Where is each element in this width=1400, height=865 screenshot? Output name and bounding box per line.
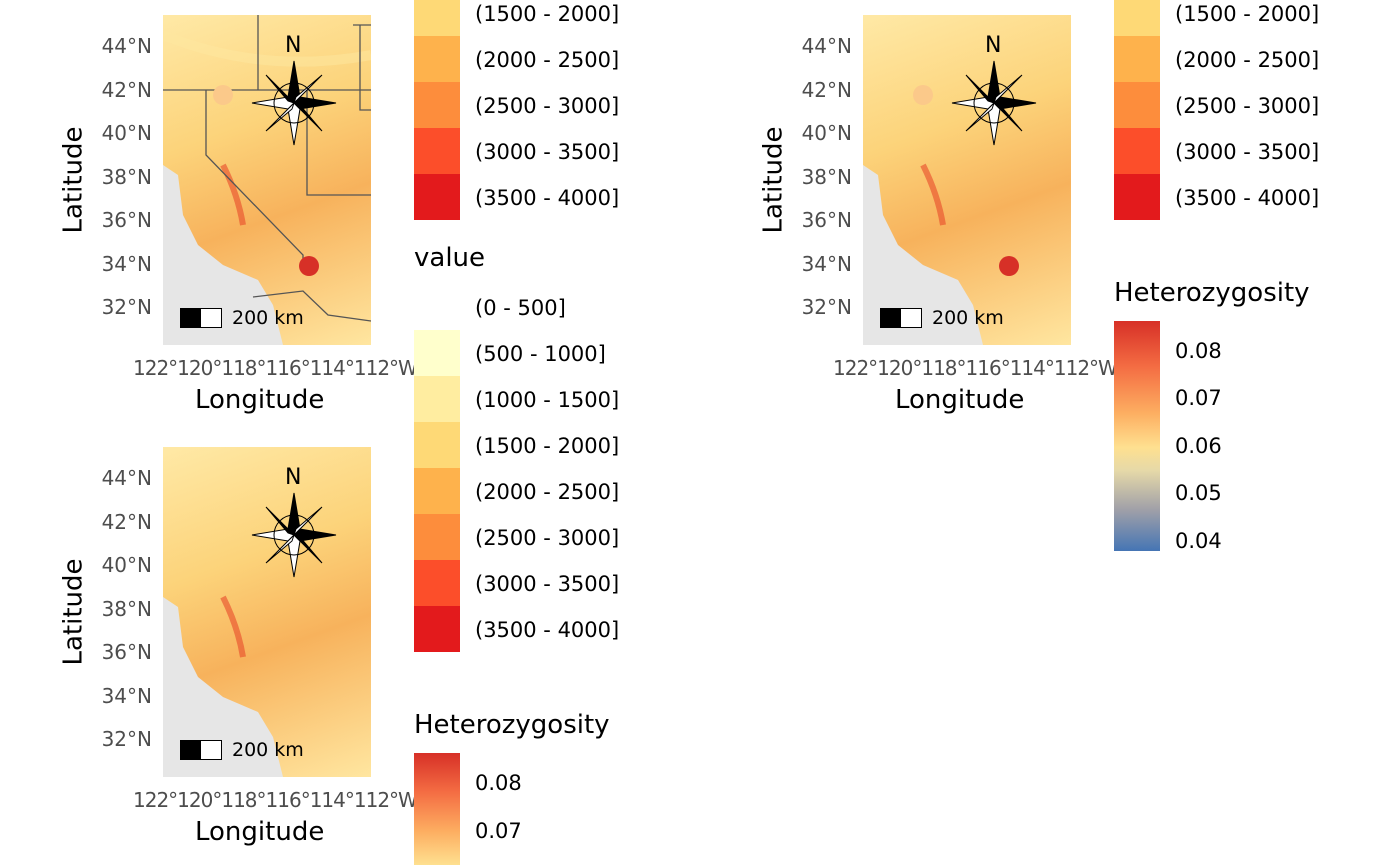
legend-label: (2000 - 2500] bbox=[475, 480, 620, 504]
lat-tick-44: 44°N bbox=[101, 466, 152, 490]
north-arrow-label: N bbox=[285, 33, 302, 58]
legend-label: (3500 - 4000] bbox=[475, 618, 620, 642]
scale-bar: 200 km bbox=[180, 307, 304, 329]
lat-tick-38: 38°N bbox=[101, 597, 152, 621]
legend-key bbox=[414, 514, 460, 560]
legend-label: (3000 - 3500] bbox=[475, 140, 620, 164]
lat-tick-34: 34°N bbox=[801, 252, 852, 276]
north-arrow-label: N bbox=[285, 465, 302, 490]
legend-label: (1500 - 2000] bbox=[475, 2, 620, 26]
ocean-layer bbox=[863, 163, 983, 345]
legend-label: (3500 - 4000] bbox=[1175, 186, 1320, 210]
lat-tick-42: 42°N bbox=[101, 510, 152, 534]
legend-label: (2500 - 3000] bbox=[475, 94, 620, 118]
legend-key bbox=[1114, 174, 1160, 220]
lat-tick-40: 40°N bbox=[101, 553, 152, 577]
legend-label: (1000 - 1500] bbox=[475, 388, 620, 412]
scale-bar: 200 km bbox=[180, 739, 304, 761]
x-axis-label: Longitude bbox=[195, 385, 325, 415]
colorbar-tick-label: 0.08 bbox=[1175, 339, 1222, 363]
legend-key bbox=[414, 82, 460, 128]
north-point-marker bbox=[213, 85, 233, 105]
scale-bar-label: 200 km bbox=[932, 307, 1004, 329]
ocean-layer bbox=[163, 15, 371, 345]
legend-key bbox=[414, 560, 460, 606]
lat-tick-38: 38°N bbox=[101, 165, 152, 189]
legend-label: (2500 - 3000] bbox=[1175, 94, 1320, 118]
legend-label: (500 - 1000] bbox=[475, 342, 606, 366]
scale-bar: 200 km bbox=[880, 307, 1004, 329]
lat-tick-36: 36°N bbox=[801, 208, 852, 232]
compass-rose-icon bbox=[251, 60, 337, 146]
legend-label: (3000 - 3500] bbox=[475, 572, 620, 596]
lat-tick-38: 38°N bbox=[801, 165, 852, 189]
legend-key bbox=[414, 36, 460, 82]
lat-tick-42: 42°N bbox=[101, 78, 152, 102]
legend-key bbox=[414, 174, 460, 220]
colorbar-tick-label: 0.05 bbox=[1175, 481, 1222, 505]
legend-key bbox=[1114, 0, 1160, 36]
legend-key bbox=[1114, 36, 1160, 82]
legend-value-title: value bbox=[414, 243, 486, 273]
lat-tick-36: 36°N bbox=[101, 640, 152, 664]
elevation-raster-map: N 200 km bbox=[863, 15, 1071, 345]
colorbar-tick-label: 0.07 bbox=[1175, 386, 1222, 410]
south-point-marker bbox=[999, 256, 1019, 276]
north-point-marker bbox=[913, 85, 933, 105]
x-axis-label: Longitude bbox=[195, 817, 325, 847]
lat-tick-34: 34°N bbox=[101, 684, 152, 708]
legend-key bbox=[414, 606, 460, 652]
lon-tick-labels: 122°120°118°116°114°112°W bbox=[833, 356, 1118, 380]
colorbar-tick-label: 0.06 bbox=[1175, 434, 1222, 458]
lon-tick-labels: 122°120°118°116°114°112°W bbox=[133, 788, 418, 812]
elevation-raster-map: N 200 km bbox=[163, 15, 371, 345]
legend-label: (2000 - 2500] bbox=[1175, 48, 1320, 72]
colorbar-tick-label: 0.07 bbox=[475, 819, 522, 843]
colorbar-tick-label: 0.08 bbox=[475, 771, 522, 795]
scale-bar-label: 200 km bbox=[232, 307, 304, 329]
lat-tick-32: 32°N bbox=[101, 727, 152, 751]
lat-tick-32: 32°N bbox=[101, 295, 152, 319]
legend-key bbox=[414, 330, 460, 376]
legend-key bbox=[414, 468, 460, 514]
lon-tick-labels: 122°120°118°116°114°112°W bbox=[133, 356, 418, 380]
lat-tick-40: 40°N bbox=[101, 121, 152, 145]
x-axis-label: Longitude bbox=[895, 385, 1025, 415]
south-point-marker bbox=[299, 256, 319, 276]
lat-tick-40: 40°N bbox=[801, 121, 852, 145]
compass-rose-icon bbox=[251, 492, 337, 578]
legend-label: (0 - 500] bbox=[475, 296, 566, 320]
lat-tick-44: 44°N bbox=[101, 34, 152, 58]
legend-label: (1500 - 2000] bbox=[475, 434, 620, 458]
legend-key bbox=[1114, 128, 1160, 174]
scale-bar-label: 200 km bbox=[232, 739, 304, 761]
north-arrow-label: N bbox=[985, 33, 1002, 58]
legend-label: (2000 - 2500] bbox=[475, 48, 620, 72]
compass-rose-icon bbox=[951, 60, 1037, 146]
heterozygosity-colorbar bbox=[414, 753, 460, 865]
lat-tick-32: 32°N bbox=[801, 295, 852, 319]
legend-key bbox=[414, 284, 460, 330]
elevation-raster-map: N 200 km bbox=[163, 447, 371, 777]
heterozygosity-colorbar bbox=[1114, 321, 1160, 551]
lat-tick-34: 34°N bbox=[101, 252, 152, 276]
legend-label: (3500 - 4000] bbox=[475, 186, 620, 210]
ocean-layer bbox=[163, 595, 283, 777]
legend-key bbox=[1114, 82, 1160, 128]
legend-label: (1500 - 2000] bbox=[1175, 2, 1320, 26]
legend-key bbox=[414, 376, 460, 422]
lat-tick-42: 42°N bbox=[801, 78, 852, 102]
legend-key bbox=[414, 0, 460, 36]
legend-key bbox=[414, 128, 460, 174]
lat-tick-36: 36°N bbox=[101, 208, 152, 232]
colorbar-tick-label: 0.04 bbox=[1175, 529, 1222, 553]
legend-heterozygosity-title: Heterozygosity bbox=[1114, 278, 1310, 308]
lat-tick-44: 44°N bbox=[801, 34, 852, 58]
legend-label: (3000 - 3500] bbox=[1175, 140, 1320, 164]
legend-label: (2500 - 3000] bbox=[475, 526, 620, 550]
legend-heterozygosity-title: Heterozygosity bbox=[414, 710, 610, 740]
legend-key bbox=[414, 422, 460, 468]
